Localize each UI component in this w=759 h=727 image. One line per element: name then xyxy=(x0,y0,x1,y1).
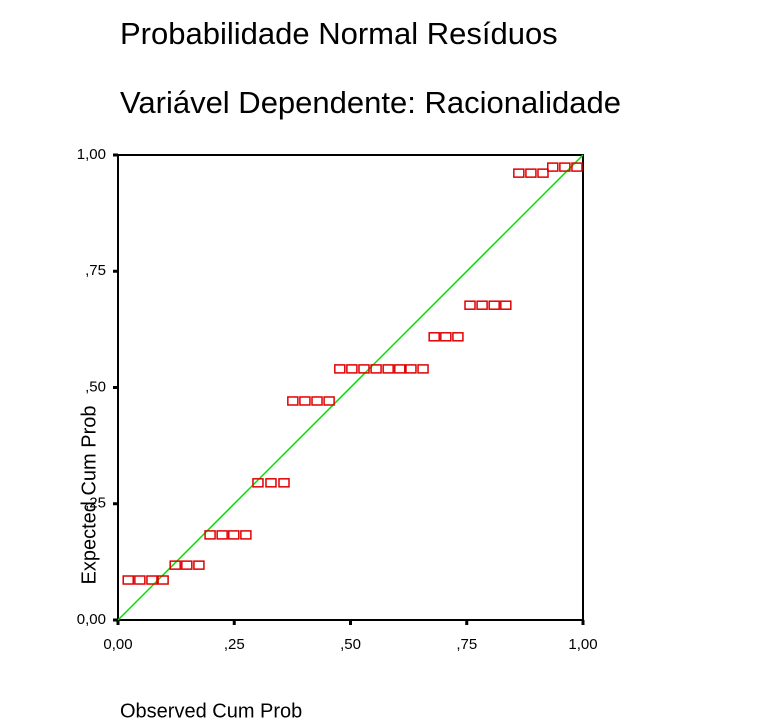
point xyxy=(382,364,394,374)
point xyxy=(452,332,464,342)
point xyxy=(265,478,277,488)
y-tick-label: 0,00 xyxy=(77,611,106,628)
point xyxy=(559,162,571,172)
point xyxy=(252,478,264,488)
reference-line xyxy=(117,154,584,621)
point xyxy=(311,396,323,406)
point xyxy=(278,478,290,488)
point xyxy=(323,396,335,406)
point xyxy=(240,530,252,540)
x-tick-label: ,25 xyxy=(224,636,245,653)
point xyxy=(346,364,358,374)
point xyxy=(134,575,146,585)
y-tick-label: ,50 xyxy=(85,378,106,395)
point xyxy=(287,396,299,406)
point xyxy=(157,575,169,585)
point xyxy=(500,300,512,310)
y-tick-label: ,25 xyxy=(85,495,106,512)
x-tick-label: ,75 xyxy=(456,636,477,653)
chart-subtitle: Variável Dependente: Racionalidade xyxy=(120,85,621,120)
point xyxy=(228,530,240,540)
point xyxy=(417,364,429,374)
point xyxy=(216,530,228,540)
x-tick-label: 0,00 xyxy=(103,636,132,653)
x-axis-label: Observed Cum Prob xyxy=(120,700,302,722)
point xyxy=(547,162,559,172)
point xyxy=(428,332,440,342)
point xyxy=(358,364,370,374)
point xyxy=(488,300,500,310)
point xyxy=(299,396,311,406)
point xyxy=(464,300,476,310)
x-tick-label: 1,00 xyxy=(568,636,597,653)
y-tick-label: 1,00 xyxy=(77,146,106,163)
point xyxy=(193,560,205,570)
point xyxy=(440,332,452,342)
point xyxy=(537,168,549,178)
y-axis-label: Expected Cum Prob xyxy=(78,406,100,585)
point xyxy=(169,560,181,570)
point xyxy=(525,168,537,178)
point xyxy=(334,364,346,374)
point xyxy=(204,530,216,540)
point xyxy=(146,575,158,585)
point xyxy=(394,364,406,374)
x-tick-label: ,50 xyxy=(340,636,361,653)
point xyxy=(405,364,417,374)
point xyxy=(571,162,583,172)
point xyxy=(181,560,193,570)
point xyxy=(122,575,134,585)
chart-title: Probabilidade Normal Resíduos xyxy=(120,16,558,51)
point xyxy=(513,168,525,178)
y-tick-label: ,75 xyxy=(85,262,106,279)
point xyxy=(370,364,382,374)
point xyxy=(476,300,488,310)
